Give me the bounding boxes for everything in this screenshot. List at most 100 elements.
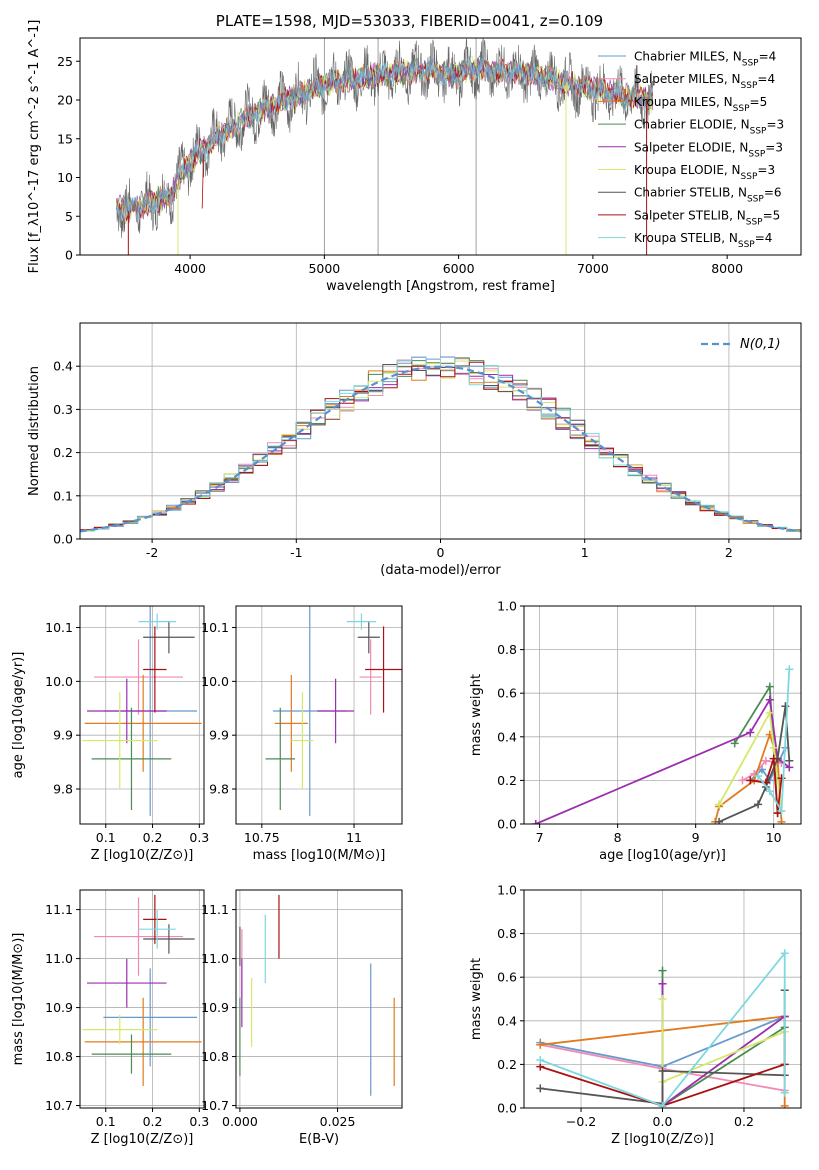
y-tick-label: 11.0 (201, 951, 229, 966)
y-tick-label: 10.0 (201, 674, 229, 689)
mass-weight-marker (658, 966, 667, 975)
mass-weight-marker (658, 995, 667, 1003)
histogram-series (80, 356, 801, 539)
y-tick-label: 0.3 (53, 402, 73, 417)
axes-mass-weight-vs-Z: −0.2 0.0 0.2 0.0 0.2 0.4 0.6 0.8 1.0 Z [log10(Z/Z… (469, 883, 802, 1147)
y-tick-label: 0.4 (53, 359, 73, 374)
y-tick-label: 0.8 (497, 926, 517, 941)
mass-weight-marker (715, 817, 724, 824)
x-tick-label: 1 (581, 545, 589, 560)
x-tick-label: −0.2 (566, 1114, 596, 1129)
x-tick-label: 0.0 (653, 1114, 673, 1129)
axes-mass-vs-EBV: 0.000 0.025 10.7 10.8 10.9 11.0 11.1 E(B-V) (201, 889, 403, 1147)
y-tick-label: 11.1 (201, 902, 229, 917)
y-tick-label: 0.0 (497, 817, 517, 832)
legend-label: Chabrier ELODIE, NSSP=3 (634, 118, 784, 137)
y-tick-label: 0.2 (497, 1057, 517, 1072)
x-tick-label: 7 (536, 830, 544, 845)
y-tick-label: 9.8 (53, 782, 73, 797)
gaussian-reference (80, 365, 801, 533)
y-tick-label: 0.0 (497, 1101, 517, 1116)
plot-area (82, 606, 202, 816)
x-tick-label: -1 (290, 545, 302, 560)
mass-weight-line (757, 669, 791, 814)
mass-weight-line (718, 709, 783, 812)
legend-label: N(0,1) (740, 337, 781, 352)
y-tick-label: 1.0 (497, 883, 517, 898)
mass-weight-marker (765, 708, 774, 717)
x-tick-label: 2 (725, 545, 733, 560)
axes-age-vs-mass: 10.75 11 9.8 9.9 10.0 10.1 mass [log10(M/M⊙)] (201, 605, 403, 863)
y-tick-label: 0.4 (497, 729, 517, 744)
x-tick-label: 11 (346, 830, 362, 845)
mass-weight-marker (780, 1088, 789, 1097)
x-tick-label: 0.1 (96, 830, 116, 845)
y-tick-label: 10.8 (45, 1049, 73, 1064)
axes-frame (235, 889, 403, 1109)
mass-weight-marker (658, 1066, 667, 1075)
mass-weight-line (535, 697, 790, 824)
x-tick-label: 9 (692, 830, 700, 845)
mass-weight-marker (531, 820, 540, 824)
x-axis-label: Z [log10(Z/Z⊙)] (611, 1132, 714, 1147)
mass-weight-marker (777, 817, 786, 824)
legend-label: Salpeter MILES, NSSP=4 (634, 72, 775, 91)
x-tick-label: 6000 (443, 261, 475, 276)
x-tick-label: 7000 (577, 261, 609, 276)
y-tick-label: 9.9 (53, 728, 73, 743)
x-tick-label: 0.2 (143, 1114, 163, 1129)
y-tick-label: 10.1 (201, 620, 229, 635)
axes-mass-vs-Z: 0.1 0.2 0.3 10.7 10.8 10.9 11.0 11.1 Z [log10(Z/… (11, 889, 209, 1147)
y-tick-label: 20 (57, 93, 73, 108)
y-tick-label: 10 (57, 170, 73, 185)
y-tick-label: 5 (65, 209, 73, 224)
plot-area (265, 606, 402, 816)
mass-weight-marker (765, 695, 774, 704)
mass-weight-marker (730, 739, 739, 748)
y-tick-label: 25 (57, 54, 73, 69)
legend-label: Salpeter ELODIE, NSSP=3 (634, 140, 783, 159)
spectrum-gap (201, 154, 204, 209)
x-tick-label: -2 (146, 545, 158, 560)
x-tick-label: 10 (766, 830, 782, 845)
y-tick-label: 15 (57, 131, 73, 146)
axes-frame (79, 37, 802, 256)
mass-weight-marker (715, 800, 724, 809)
plot-area (115, 38, 654, 255)
mass-weight-marker (536, 1084, 545, 1093)
mass-weight-line (539, 950, 786, 1107)
y-tick-label: 0.2 (497, 773, 517, 788)
mass-weight-marker (777, 806, 786, 815)
plot-area (82, 894, 202, 1086)
mass-weight-marker (738, 776, 747, 785)
mass-weight-marker (785, 665, 794, 674)
y-axis-label: mass weight (469, 958, 484, 1040)
x-tick-label: 0.000 (222, 1114, 258, 1129)
y-axis-label: mass weight (469, 674, 484, 756)
axes-frame (523, 605, 802, 825)
legend-label: Chabrier STELIB, NSSP=6 (634, 186, 782, 205)
x-axis-label: E(B-V) (299, 1132, 339, 1147)
x-tick-label: 0.1 (96, 1114, 116, 1129)
x-tick-label: 0 (437, 545, 445, 560)
y-tick-label: 10.8 (201, 1049, 229, 1064)
mass-weight-marker (761, 756, 770, 765)
mass-weight-marker (769, 743, 778, 752)
x-axis-label: Z [log10(Z/Z⊙)] (91, 1132, 194, 1147)
y-tick-label: 0.4 (497, 1013, 517, 1028)
x-tick-label: 8 (614, 830, 622, 845)
y-tick-label: 10.1 (45, 620, 73, 635)
y-tick-label: 10.9 (45, 1000, 73, 1015)
legend-label: Kroupa MILES, NSSP=5 (634, 95, 767, 114)
axes-frame (235, 605, 403, 825)
model-spectrum (115, 56, 653, 221)
legend-label: Kroupa ELODIE, NSSP=3 (634, 163, 775, 182)
mass-weight-marker (746, 776, 755, 785)
mass-weight-marker (658, 979, 667, 988)
plot-area (531, 665, 794, 824)
x-tick-label: 0.3 (189, 1114, 209, 1129)
x-tick-label: 0.2 (734, 1114, 754, 1129)
legend-label: Kroupa STELIB, NSSP=4 (634, 231, 772, 250)
